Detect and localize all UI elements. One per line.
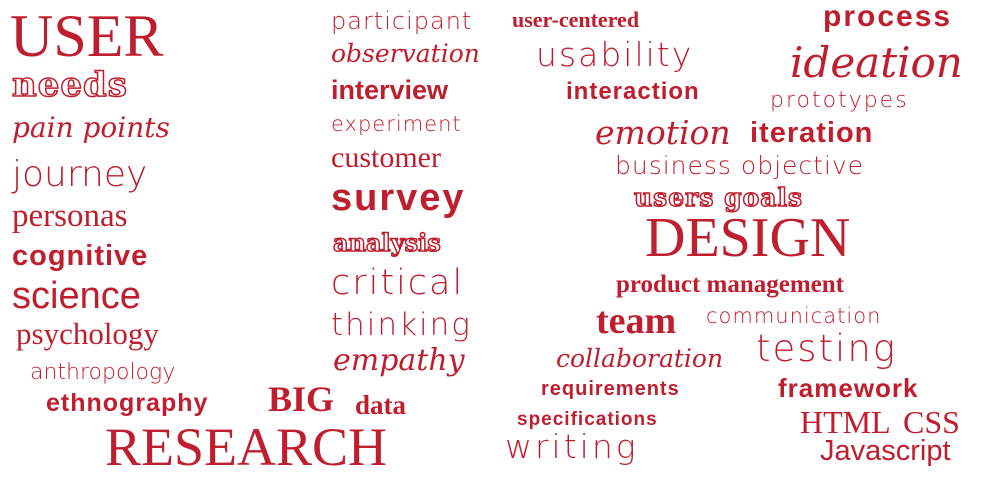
word-communication: communication <box>706 304 882 328</box>
word-big: BIG <box>268 379 335 419</box>
word-process: process <box>823 0 953 33</box>
word-team: team <box>596 300 677 342</box>
word-cognitive: cognitive <box>12 240 149 272</box>
word-ethnography: ethnography <box>46 389 209 417</box>
word-collaboration: collaboration <box>556 344 724 373</box>
word-customer: customer <box>331 141 441 174</box>
word-usability: usability <box>536 35 694 74</box>
word-specifications: specifications <box>517 409 658 430</box>
word-science: science <box>12 275 141 317</box>
word-critical: critical <box>331 263 465 303</box>
word-experiment: experiment <box>331 112 462 136</box>
word-ideation: ideation <box>790 38 963 87</box>
word-participant: participant <box>331 7 473 35</box>
word-iteration: iteration <box>750 117 874 149</box>
word-pain-points: pain points <box>12 111 170 144</box>
word-design: DESIGN <box>645 207 851 269</box>
word-analysis: analysis <box>332 228 441 257</box>
word-anthropology: anthropology <box>30 360 176 385</box>
word-product-management: product management <box>616 271 845 298</box>
word-testing: testing <box>756 327 897 370</box>
word-observation: observation <box>331 39 480 68</box>
word-css: CSS <box>903 404 960 440</box>
word-writing: writing <box>505 427 639 466</box>
word-emotion: emotion <box>595 113 731 152</box>
word-personas: personas <box>12 198 128 234</box>
word-interaction: interaction <box>566 78 700 105</box>
word-requirements: requirements <box>541 378 680 400</box>
word-framework: framework <box>778 373 919 403</box>
word-users-goals: users goals <box>633 183 804 212</box>
word-research: RESEARCH <box>105 417 388 477</box>
word-journey: journey <box>12 154 148 195</box>
word-survey: survey <box>331 177 466 219</box>
word-psychology: psychology <box>16 316 159 351</box>
word-html: HTML <box>800 404 891 440</box>
word-javascript: Javascript <box>820 435 951 467</box>
word-user: USER <box>10 3 164 69</box>
word-needs: needs <box>11 65 128 105</box>
word-user-centered: user-centered <box>512 7 640 32</box>
word-empathy: empathy <box>333 343 465 378</box>
word-prototypes: prototypes <box>770 88 909 113</box>
word-interview: interview <box>331 75 449 105</box>
word-business-objective: business objective <box>615 151 865 180</box>
word-thinking: thinking <box>331 307 472 343</box>
word-data: data <box>355 390 407 420</box>
